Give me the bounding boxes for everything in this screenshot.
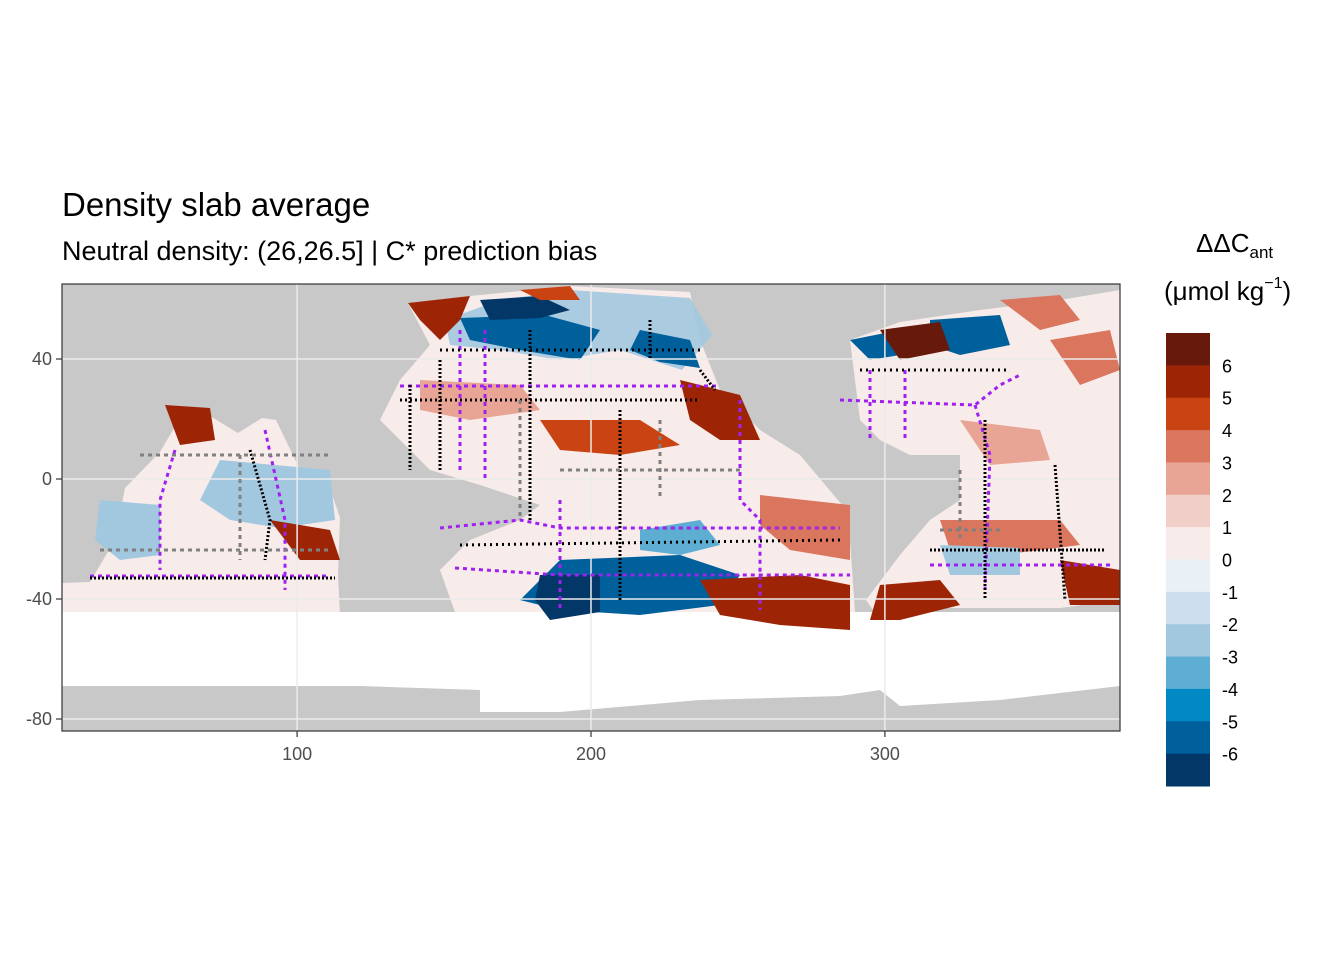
y-axis: 40 0 -40 -80 <box>26 349 62 729</box>
x-tick-label: 200 <box>576 744 606 764</box>
chart-title: Density slab average <box>62 186 371 223</box>
legend-label: -1 <box>1222 583 1238 603</box>
indian-ocean <box>62 413 340 617</box>
legend-swatch <box>1166 365 1210 399</box>
legend-swatch <box>1166 333 1210 366</box>
legend-swatch <box>1166 656 1210 690</box>
legend-swatch <box>1166 462 1210 496</box>
legend-swatch <box>1166 494 1210 528</box>
y-tick-label: 0 <box>42 469 52 489</box>
legend-swatch <box>1166 527 1210 560</box>
x-axis: 100 200 300 <box>282 731 900 764</box>
legend-swatch <box>1166 559 1210 593</box>
y-tick-label: -40 <box>26 589 52 609</box>
legend-label: 6 <box>1222 356 1232 376</box>
legend-label: -3 <box>1222 648 1238 668</box>
legend-swatch <box>1166 688 1210 722</box>
legend-label: 4 <box>1222 421 1232 441</box>
legend-colorbar: 6 5 4 3 2 1 0 -1 -2 -3 -4 -5 -6 <box>1166 333 1238 787</box>
legend-swatch <box>1166 591 1210 625</box>
legend-label: 1 <box>1222 518 1232 538</box>
legend-label: 0 <box>1222 551 1232 571</box>
legend-label: -2 <box>1222 615 1238 635</box>
legend-symbol: ΔΔCant <box>1196 228 1274 262</box>
legend-label: 2 <box>1222 486 1232 506</box>
legend-unit: (μmol kg−1) <box>1164 275 1292 306</box>
section-points <box>90 320 1105 601</box>
legend-label: -5 <box>1222 712 1238 732</box>
x-tick-label: 100 <box>282 744 312 764</box>
legend-label: -6 <box>1222 745 1238 765</box>
y-tick-label: 40 <box>32 349 52 369</box>
legend-swatch <box>1166 753 1210 787</box>
y-tick-label: -80 <box>26 709 52 729</box>
section-points-secondary <box>100 400 1000 560</box>
legend-title: ΔΔCant (μmol kg−1) <box>1164 228 1316 307</box>
chart-subtitle: Neutral density: (26,26.5] | C* predicti… <box>62 236 598 266</box>
legend-swatch <box>1166 397 1210 431</box>
legend-swatch <box>1166 721 1210 755</box>
legend-swatch <box>1166 430 1210 463</box>
grid-vertical <box>62 284 1120 731</box>
legend-swatch <box>1166 624 1210 658</box>
legend-label: 3 <box>1222 453 1232 473</box>
section-lines <box>90 330 1110 610</box>
pacific-ocean <box>380 286 855 640</box>
x-tick-label: 300 <box>870 744 900 764</box>
legend-label: 5 <box>1222 389 1232 409</box>
legend-label: -4 <box>1222 680 1238 700</box>
